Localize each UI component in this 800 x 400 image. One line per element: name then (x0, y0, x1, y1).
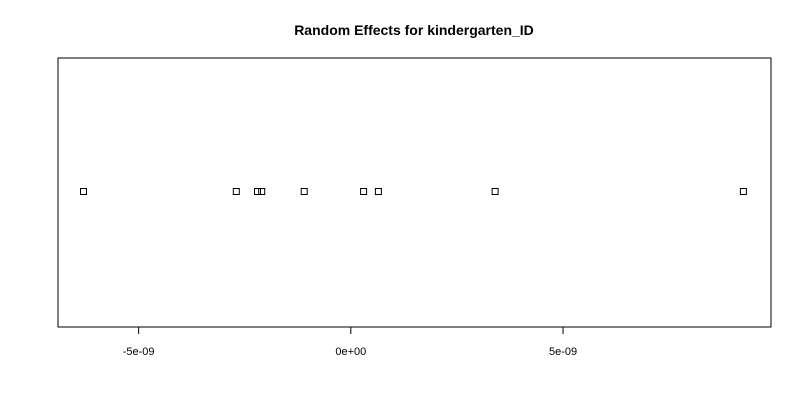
x-tick-label: 0e+00 (335, 346, 366, 358)
data-point (491, 188, 499, 195)
data-point (232, 188, 240, 195)
x-axis: -5e-09 0e+00 5e-09 (123, 327, 577, 358)
chart-title: Random Effects for kindergarten_ID (294, 22, 534, 38)
data-points (80, 188, 747, 195)
x-tick-label: -5e-09 (123, 346, 155, 358)
data-point (258, 188, 266, 195)
data-point (300, 188, 308, 195)
data-point (739, 188, 747, 195)
x-tick-label: 5e-09 (549, 346, 577, 358)
data-point (80, 188, 87, 195)
plot-frame (57, 57, 772, 328)
data-point (254, 188, 261, 195)
data-point (360, 188, 368, 195)
data-point (374, 188, 382, 195)
